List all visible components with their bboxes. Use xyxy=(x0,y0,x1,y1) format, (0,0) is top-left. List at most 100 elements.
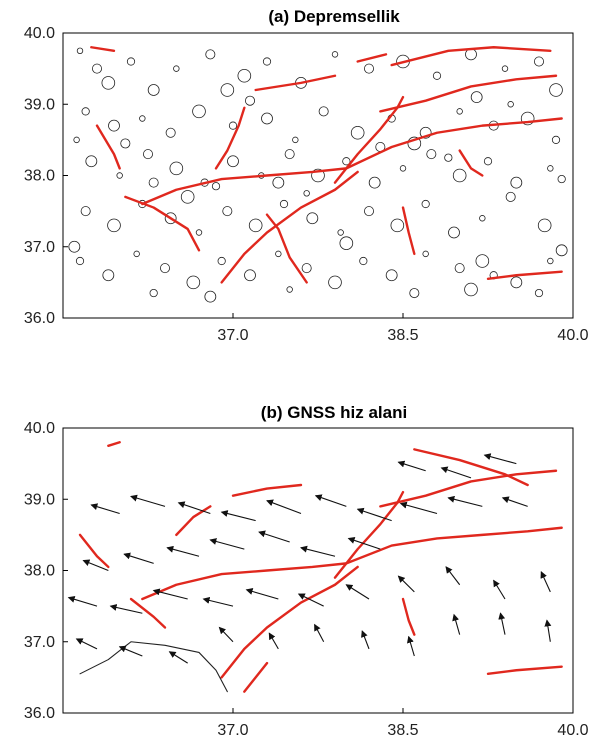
earthquake-event xyxy=(419,126,432,139)
plot-area xyxy=(67,441,563,693)
gnss-velocity-arrow xyxy=(501,496,528,507)
earthquake-event xyxy=(510,276,523,289)
earthquake-event xyxy=(363,206,374,217)
earthquake-event xyxy=(222,206,233,217)
earthquake-event xyxy=(547,257,554,265)
earthquake-event xyxy=(306,212,319,225)
earthquake-event xyxy=(534,288,544,298)
earthquake-event xyxy=(363,63,374,74)
y-tick-label: 39.0 xyxy=(24,96,55,113)
gnss-velocity-arrow xyxy=(300,545,336,557)
x-tick-label: 37.0 xyxy=(217,722,248,739)
earthquake-event xyxy=(409,288,420,299)
earthquake-event xyxy=(248,218,263,233)
earthquake-event xyxy=(148,177,159,188)
earthquake-event xyxy=(279,199,289,209)
gnss-velocity-arrow xyxy=(347,537,381,550)
earthquake-event xyxy=(275,250,282,258)
earthquake-event xyxy=(328,275,342,290)
earthquake-event xyxy=(342,157,351,166)
gnss-velocity-arrow xyxy=(399,501,438,515)
earthquake-event xyxy=(126,57,136,66)
gnss-velocity-arrow xyxy=(540,571,551,593)
fault-line xyxy=(220,565,359,679)
gnss-velocity-arrow xyxy=(440,466,472,479)
earthquake-event xyxy=(186,275,201,290)
gnss-velocity-arrow xyxy=(356,507,392,522)
gnss-velocity-arrow xyxy=(397,575,415,593)
panel-b-plot: 37.0 38.5 40.0 36.0 37.0 38.0 39.0 40.0 xyxy=(24,420,589,739)
earthquake-event xyxy=(195,229,203,236)
earthquake-event xyxy=(169,161,184,176)
earthquake-event xyxy=(211,182,221,191)
earthquake-event xyxy=(368,176,381,189)
earthquake-event xyxy=(108,119,120,132)
earthquake-event xyxy=(73,136,80,144)
gnss-velocity-arrow xyxy=(82,559,109,572)
earthquake-event xyxy=(448,226,460,239)
fault-line xyxy=(356,53,388,63)
earthquake-event xyxy=(520,111,535,126)
earthquake-event xyxy=(452,168,467,183)
earthquake-event xyxy=(147,84,160,96)
panel-b-title: (b) GNSS hiz alani xyxy=(261,403,407,422)
gnss-velocity-arrow xyxy=(258,530,290,543)
y-tick-label: 36.0 xyxy=(24,310,55,327)
fault-line xyxy=(333,95,405,184)
earthquake-event xyxy=(244,269,256,282)
gnss-velocity-arrow xyxy=(407,635,415,657)
earthquake-event xyxy=(537,218,552,233)
earthquake-event xyxy=(385,269,398,282)
earthquake-event xyxy=(164,212,177,225)
x-tick-label: 37.0 xyxy=(217,327,248,344)
earthquake-event xyxy=(464,282,478,297)
earthquake-event xyxy=(237,68,252,83)
earthquake-event xyxy=(507,101,514,108)
earthquake-event xyxy=(139,115,146,122)
earthquake-event xyxy=(390,218,405,233)
gnss-velocity-arrow xyxy=(245,588,279,600)
fault-line xyxy=(379,74,558,113)
earthquake-event xyxy=(159,263,170,274)
gnss-velocity-arrow xyxy=(314,494,347,507)
fault-line xyxy=(413,448,529,487)
gnss-velocity-arrow xyxy=(209,538,245,550)
gnss-velocity-arrow xyxy=(452,613,461,635)
earthquake-event xyxy=(116,172,123,179)
earthquake-event xyxy=(149,288,158,298)
earthquake-event xyxy=(510,176,523,189)
gnss-velocity-arrow xyxy=(130,494,166,507)
earthquake-event xyxy=(227,155,239,168)
plot-frame xyxy=(62,32,574,319)
gnss-velocity-arrow xyxy=(90,503,120,515)
y-tick-label: 38.0 xyxy=(24,168,55,185)
fault-line xyxy=(243,661,269,693)
gnss-velocity-arrow xyxy=(544,619,552,642)
fault-line xyxy=(486,665,563,676)
fault-line xyxy=(390,46,552,67)
earthquake-event xyxy=(101,76,116,90)
earthquake-event xyxy=(470,91,483,104)
x-tick-label: 38.5 xyxy=(387,327,418,344)
earthquake-event xyxy=(407,136,422,151)
earthquake-event xyxy=(301,263,312,274)
panel-a-title: (a) Depremsellik xyxy=(268,7,400,26)
earthquake-event xyxy=(549,83,563,97)
gnss-velocity-arrow xyxy=(177,501,211,515)
gnss-velocity-arrow xyxy=(483,453,517,465)
y-tick-label: 40.0 xyxy=(24,25,55,42)
earthquake-event xyxy=(286,286,293,293)
earthquake-event xyxy=(92,63,103,74)
fault-line xyxy=(220,170,359,284)
gnss-velocity-arrow xyxy=(218,626,234,643)
earthquake-event xyxy=(244,95,255,106)
earthquake-event xyxy=(483,157,493,166)
fault-line xyxy=(90,46,116,53)
earthquake-event xyxy=(180,190,195,204)
earthquake-event xyxy=(120,138,131,149)
fault-line xyxy=(129,597,167,629)
earthquake-event xyxy=(421,199,430,209)
earthquake-event xyxy=(534,56,545,67)
earthquake-event xyxy=(81,107,90,116)
